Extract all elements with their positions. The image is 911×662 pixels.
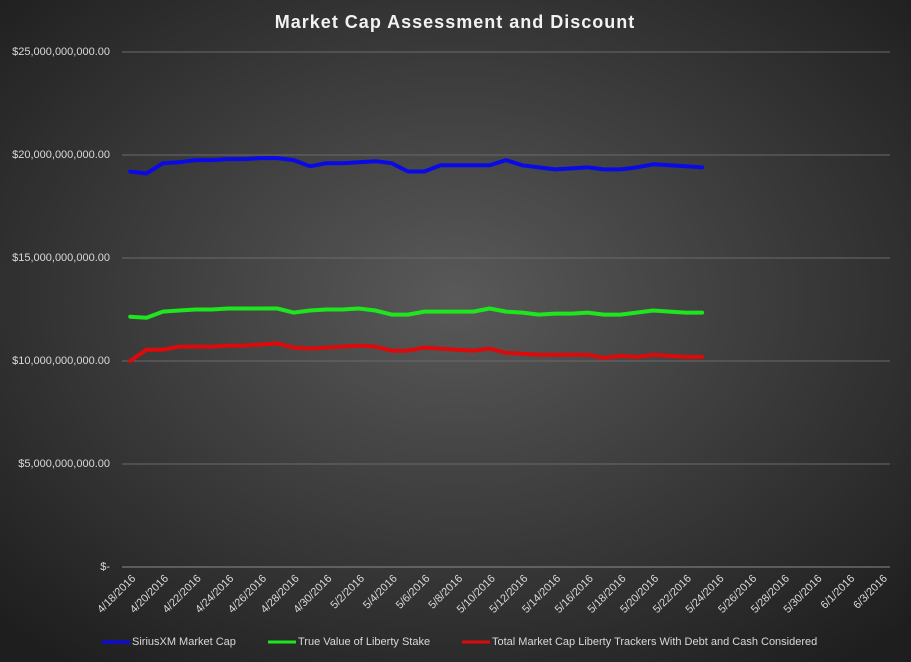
series-line <box>128 156 705 176</box>
chart-title: Market Cap Assessment and Discount <box>275 12 635 32</box>
y-tick-label: $- <box>100 561 110 573</box>
y-tick-label: $10,000,000,000.00 <box>12 355 110 367</box>
y-tick-label: $20,000,000,000.00 <box>12 149 110 161</box>
y-tick-label: $25,000,000,000.00 <box>12 46 110 58</box>
y-tick-label: $15,000,000,000.00 <box>12 252 110 264</box>
legend-label: SiriusXM Market Cap <box>132 636 236 648</box>
series-line <box>128 306 705 320</box>
legend-label: True Value of Liberty Stake <box>298 636 430 648</box>
series-line <box>128 341 705 363</box>
legend-label: Total Market Cap Liberty Trackers With D… <box>492 636 817 648</box>
y-tick-label: $5,000,000,000.00 <box>18 458 110 470</box>
